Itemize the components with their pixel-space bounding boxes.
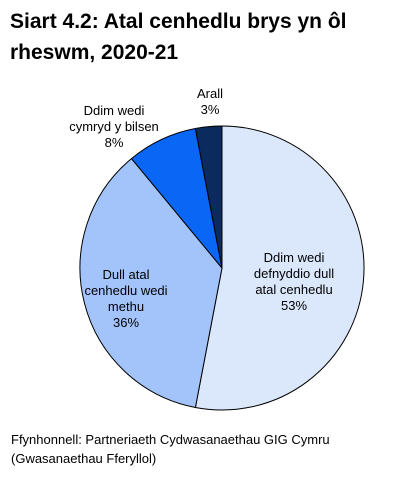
chart-title: Siart 4.2: Atal cenhedlu brys yn ôl rhes…	[10, 10, 347, 64]
slice-label-ddim-wedi-defnyddio: Ddim wedi defnyddio dull atal cenhedlu 53%	[254, 250, 334, 313]
slice-arall	[194, 125, 223, 269]
slice-label-arall: Arall 3%	[197, 86, 223, 117]
source-note: Ffynhonnell: Partneriaeth Cydwasanaethau…	[11, 432, 330, 466]
slice-label-dull-wedi-methu: Dull atal cenhedlu wedi methu 36%	[84, 267, 167, 330]
slice-label-ddim-wedi-cymryd: Ddim wedi cymryd y bilsen 8%	[69, 103, 159, 150]
slice-ddim-wedi-defnyddio	[194, 125, 365, 411]
slice-dull-wedi-methu	[79, 157, 223, 409]
pie-chart: Ddim wedi defnyddio dull atal cenhedlu 53% …	[69, 86, 365, 411]
pie-slices	[79, 125, 365, 411]
pie-labels: Ddim wedi defnyddio dull atal cenhedlu 53% …	[69, 86, 334, 330]
